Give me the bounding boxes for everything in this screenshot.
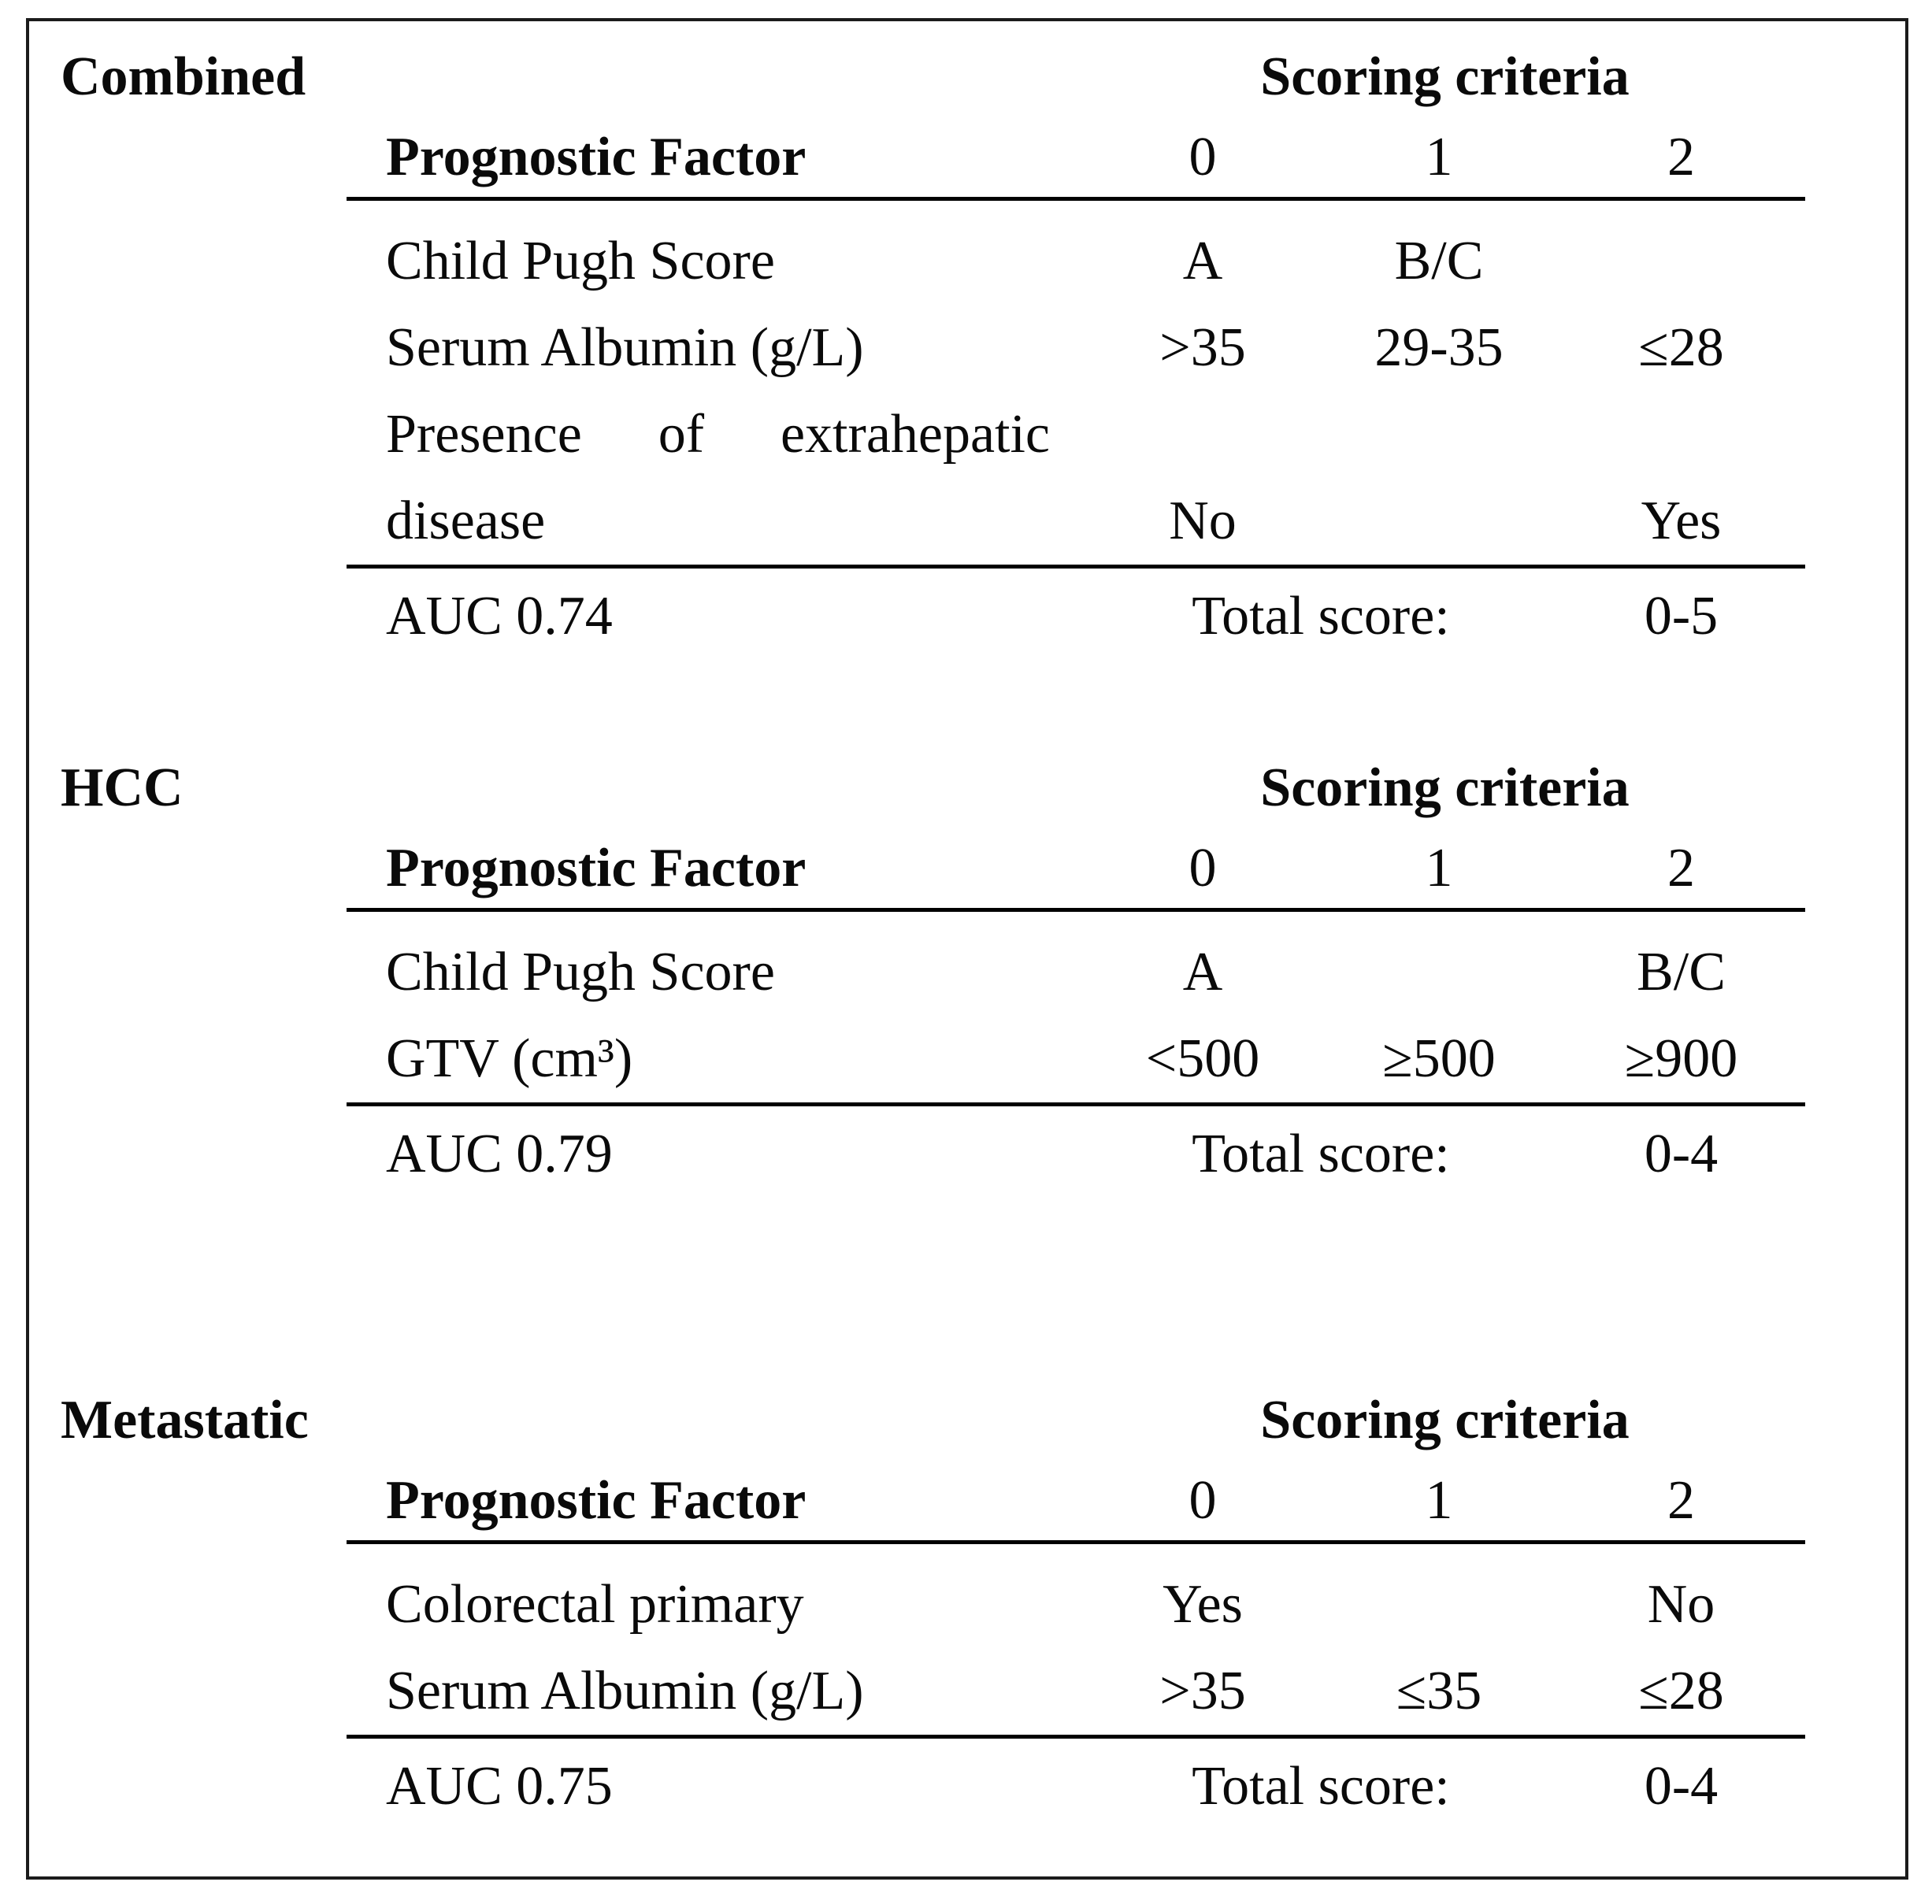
score-cell: No bbox=[1647, 1574, 1715, 1635]
score-cell: A bbox=[1182, 231, 1223, 291]
score-cell: ≥500 bbox=[1382, 1028, 1496, 1089]
scoring-criteria-header: Scoring criteria bbox=[1260, 1389, 1630, 1450]
column-header-row: Prognostic Factor 0 1 2 bbox=[347, 1461, 1805, 1544]
table-frame: Combined Scoring criteria Prognostic Fac… bbox=[26, 18, 1908, 1880]
score-cell: >35 bbox=[1159, 317, 1246, 378]
score-cell: B/C bbox=[1394, 231, 1484, 291]
table-row: GTV (cm³) <500 ≥500 ≥900 bbox=[347, 1016, 1805, 1106]
column-header-row: Prognostic Factor 0 1 2 bbox=[347, 829, 1805, 912]
factor-cell: disease bbox=[386, 491, 546, 551]
total-score-label: Total score: bbox=[1192, 586, 1450, 646]
auc-value: AUC 0.74 bbox=[386, 586, 613, 646]
scoring-criteria-header: Scoring criteria bbox=[1260, 46, 1630, 107]
total-score-label: Total score: bbox=[1192, 1124, 1450, 1184]
column-header-row: Prognostic Factor 0 1 2 bbox=[347, 118, 1805, 201]
total-score-range: 0-4 bbox=[1644, 1124, 1719, 1184]
factor-header: Prognostic Factor bbox=[386, 838, 807, 898]
score-cell: <500 bbox=[1145, 1028, 1260, 1089]
auc-value: AUC 0.75 bbox=[386, 1756, 613, 1817]
table-row: Child Pugh Score A B/C bbox=[347, 218, 1805, 305]
table-hcc: Scoring criteria Prognostic Factor 0 1 2… bbox=[347, 746, 1805, 1198]
score-cell: ≤35 bbox=[1396, 1661, 1482, 1721]
score-cell: ≤28 bbox=[1638, 317, 1724, 378]
score-col-1: 1 bbox=[1425, 1470, 1453, 1531]
section-label-metastatic: Metastatic bbox=[61, 1389, 309, 1450]
auc-row: AUC 0.75 Total score: 0-4 bbox=[347, 1743, 1805, 1830]
score-cell: Yes bbox=[1641, 491, 1722, 551]
factor-cell: Presence of extrahepatic bbox=[386, 404, 1050, 465]
factor-cell: GTV (cm³) bbox=[386, 1028, 633, 1089]
scoring-criteria-header: Scoring criteria bbox=[1260, 757, 1630, 818]
table-row: disease No Yes bbox=[347, 478, 1805, 569]
total-score-label: Total score: bbox=[1192, 1756, 1450, 1817]
scoring-criteria-row: Scoring criteria bbox=[347, 746, 1805, 829]
section-label-combined: Combined bbox=[61, 46, 306, 107]
table-row: Colorectal primary Yes No bbox=[347, 1561, 1805, 1648]
auc-row: AUC 0.74 Total score: 0-5 bbox=[347, 573, 1805, 660]
table-row: Serum Albumin (g/L) >35 ≤35 ≤28 bbox=[347, 1648, 1805, 1739]
score-cell: >35 bbox=[1159, 1661, 1246, 1721]
table-row: Presence of extrahepatic bbox=[347, 391, 1805, 478]
section-label-hcc: HCC bbox=[61, 757, 184, 818]
score-col-2: 2 bbox=[1667, 838, 1695, 898]
auc-row: AUC 0.79 Total score: 0-4 bbox=[347, 1111, 1805, 1198]
score-cell: B/C bbox=[1637, 942, 1726, 1002]
score-col-0: 0 bbox=[1188, 838, 1217, 898]
score-cell: Yes bbox=[1163, 1574, 1243, 1635]
score-cell: A bbox=[1182, 942, 1223, 1002]
score-col-1: 1 bbox=[1425, 838, 1453, 898]
table-metastatic: Scoring criteria Prognostic Factor 0 1 2… bbox=[347, 1379, 1805, 1830]
factor-cell: Child Pugh Score bbox=[386, 942, 775, 1002]
score-col-0: 0 bbox=[1188, 127, 1217, 187]
table-row: Child Pugh Score A B/C bbox=[347, 929, 1805, 1016]
total-score-range: 0-5 bbox=[1644, 586, 1719, 646]
auc-value: AUC 0.79 bbox=[386, 1124, 613, 1184]
score-cell: 29-35 bbox=[1374, 317, 1504, 378]
factor-header: Prognostic Factor bbox=[386, 127, 807, 187]
score-cell: No bbox=[1169, 491, 1237, 551]
score-col-0: 0 bbox=[1188, 1470, 1217, 1531]
score-cell: ≥900 bbox=[1624, 1028, 1738, 1089]
scoring-criteria-row: Scoring criteria bbox=[347, 35, 1805, 118]
score-col-1: 1 bbox=[1425, 127, 1453, 187]
factor-cell: Serum Albumin (g/L) bbox=[386, 317, 864, 378]
scoring-criteria-row: Scoring criteria bbox=[347, 1379, 1805, 1461]
total-score-range: 0-4 bbox=[1644, 1756, 1719, 1817]
factor-cell: Colorectal primary bbox=[386, 1574, 804, 1635]
score-col-2: 2 bbox=[1667, 1470, 1695, 1531]
table-combined: Scoring criteria Prognostic Factor 0 1 2… bbox=[347, 35, 1805, 660]
score-col-2: 2 bbox=[1667, 127, 1695, 187]
factor-cell: Child Pugh Score bbox=[386, 231, 775, 291]
score-cell: ≤28 bbox=[1638, 1661, 1724, 1721]
factor-header: Prognostic Factor bbox=[386, 1470, 807, 1531]
table-row: Serum Albumin (g/L) >35 29-35 ≤28 bbox=[347, 305, 1805, 391]
factor-cell: Serum Albumin (g/L) bbox=[386, 1661, 864, 1721]
